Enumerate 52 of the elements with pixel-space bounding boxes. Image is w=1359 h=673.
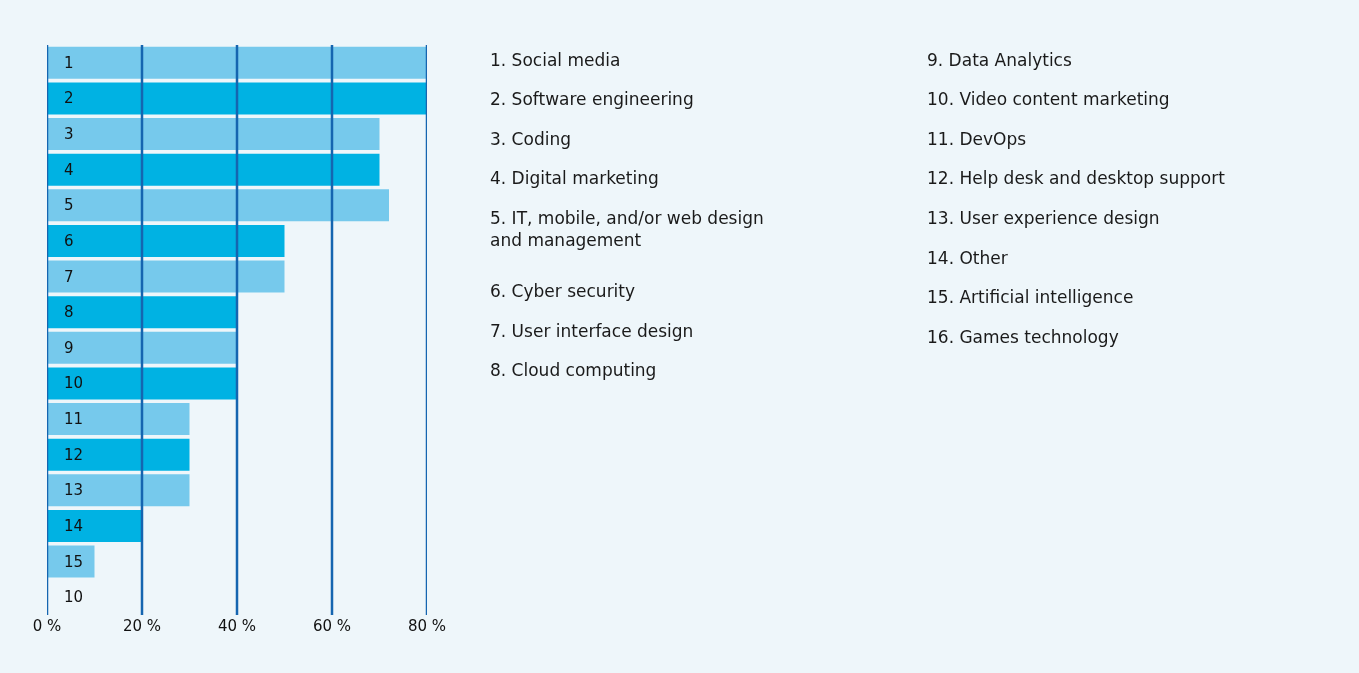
- bar: [47, 224, 285, 257]
- text: 16. Games technology: [927, 327, 1119, 347]
- bar: [47, 118, 380, 151]
- y-tick-label: 5: [64, 196, 74, 214]
- bar: [47, 331, 237, 364]
- text: 13. User experience design: [927, 208, 1160, 228]
- bar: [47, 260, 285, 293]
- text: 15. Artificial intelligence: [927, 287, 1134, 307]
- y-tick-label: 14: [64, 517, 84, 535]
- bar: [47, 82, 427, 115]
- bar: [47, 438, 190, 471]
- y-tick-label: 15: [64, 553, 84, 571]
- bar: [47, 509, 142, 542]
- y-tick-label: 10: [64, 374, 84, 392]
- y-tick-label: 9: [64, 339, 74, 357]
- bar: [47, 545, 95, 578]
- x-tick-label: 0 %: [32, 617, 62, 635]
- text: 8. Cloud computing: [490, 360, 657, 380]
- bar: [47, 367, 237, 400]
- y-tick-label: 3: [64, 125, 74, 143]
- text: 1. Social media: [490, 50, 621, 70]
- y-tick-label: 11: [64, 410, 84, 428]
- y-tick-label: 6: [64, 232, 74, 250]
- y-tick-label: 10: [64, 588, 84, 606]
- text: 11. DevOps: [927, 129, 1027, 149]
- text: 2. Software engineering: [490, 89, 694, 109]
- bar: [47, 296, 237, 329]
- bar: [47, 189, 389, 222]
- x-tick-label: 40 %: [217, 617, 257, 635]
- text: 4. Digital marketing: [490, 168, 659, 188]
- x-tick-label: 20 %: [122, 617, 162, 635]
- text: 3. Coding: [490, 129, 571, 149]
- bar: [47, 153, 380, 186]
- y-tick-label: 7: [64, 268, 74, 286]
- bar: [47, 403, 190, 436]
- text: 7. User interface design: [490, 321, 694, 341]
- x-tick-label: 80 %: [407, 617, 447, 635]
- text: 14. Other: [927, 248, 1008, 268]
- y-tick-label: 2: [64, 89, 74, 107]
- text: 12. Help desk and desktop support: [927, 168, 1226, 188]
- text: 9. Data Analytics: [927, 50, 1072, 70]
- text: 10. Video content marketing: [927, 89, 1170, 109]
- y-tick-label: 8: [64, 303, 74, 321]
- y-tick-label: 1: [64, 54, 74, 72]
- text: 6. Cyber security: [490, 281, 636, 301]
- y-tick-label: 13: [64, 481, 84, 499]
- bar: [47, 474, 190, 507]
- text: 5. IT, mobile, and/or web design and management: [490, 208, 764, 251]
- bar: [47, 46, 427, 79]
- y-tick-label: 12: [64, 446, 84, 464]
- y-tick-label: 4: [64, 161, 74, 179]
- x-tick-label: 60 %: [312, 617, 352, 635]
